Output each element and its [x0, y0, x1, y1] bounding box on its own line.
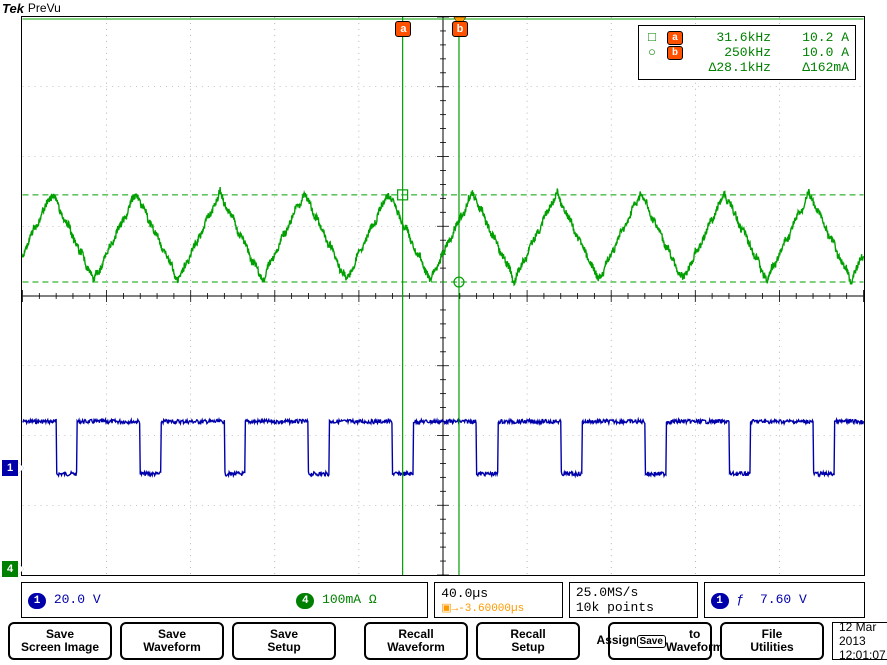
acquisition-box: 25.0MS/s 10k points — [569, 582, 698, 618]
cursor-readout-row-a: □ a 31.6kHz 10.2 A — [645, 30, 849, 45]
recall-setup-button[interactable]: RecallSetup — [476, 622, 580, 660]
cursor-b-icon: ○ — [645, 45, 659, 60]
trigger-delay: -3.60000µs — [458, 603, 524, 615]
trigger-level: 7.60 V — [760, 592, 807, 607]
save-screen-image-button[interactable]: SaveScreen Image — [8, 622, 112, 660]
cursor-readout-row-delta: Δ28.1kHz Δ162mA — [645, 60, 849, 75]
cursor-b-freq: 250kHz — [691, 45, 771, 60]
cursor-b-tag: b — [667, 46, 683, 60]
channel-scale-box: 1 20.0 V 4 100mA Ω — [21, 582, 428, 618]
save-waveform-button[interactable]: SaveWaveform — [120, 622, 224, 660]
save-setup-button[interactable]: SaveSetup — [232, 622, 336, 660]
cursor-a-badge[interactable]: a — [395, 21, 411, 37]
cursor-a-freq: 31.6kHz — [691, 30, 771, 45]
trigger-indicator-icon: ▣→ — [441, 603, 458, 615]
cursor-a-tag: a — [667, 31, 683, 45]
sample-rate: 25.0MS/s — [576, 585, 691, 600]
ch1-scale: 20.0 V — [54, 592, 101, 607]
top-bar: Tek PreVu — [0, 0, 887, 16]
time-scale: 40.0µs — [441, 586, 556, 601]
graticule — [22, 17, 864, 575]
trigger-source-chip: 1 — [711, 593, 729, 609]
waveform-display[interactable]: a b □ a 31.6kHz 10.2 A ○ b 250kHz 10.0 A… — [21, 16, 865, 576]
recall-waveform-button[interactable]: RecallWaveform — [364, 622, 468, 660]
cursor-a-amp: 10.2 A — [779, 30, 849, 45]
ch4-chip: 4 — [296, 593, 314, 609]
readout-strip: 1 20.0 V 4 100mA Ω 40.0µs ▣→-3.60000µs 2… — [21, 582, 865, 618]
cursor-readout-row-b: ○ b 250kHz 10.0 A — [645, 45, 849, 60]
acquisition-status: PreVu — [28, 1, 61, 15]
cursor-a-icon: □ — [645, 30, 659, 45]
date-text: 12 Mar 2013 — [839, 620, 886, 648]
cursor-b-badge[interactable]: b — [452, 21, 468, 37]
time-text: 12:01:07 — [839, 648, 886, 662]
cursor-b-amp: 10.0 A — [779, 45, 849, 60]
trigger-edge-icon: ƒ — [736, 592, 744, 607]
menu-strip: SaveScreen Image SaveWaveform SaveSetup … — [8, 622, 879, 660]
cursor-overlay — [22, 17, 864, 575]
cursor-delta-amp: Δ162mA — [779, 60, 849, 75]
record-length: 10k points — [576, 600, 691, 615]
waveforms — [22, 17, 864, 575]
ch4-scale: 100mA Ω — [322, 592, 377, 607]
channel-marker-4: 4 — [2, 561, 18, 577]
cursor-readout-box: □ a 31.6kHz 10.2 A ○ b 250kHz 10.0 A Δ28… — [638, 25, 856, 80]
datetime-box: 12 Mar 2013 12:01:07 — [832, 622, 887, 660]
file-utilities-button[interactable]: FileUtilities — [720, 622, 824, 660]
trigger-box: 1 ƒ 7.60 V — [704, 582, 865, 618]
timebase-box: 40.0µs ▣→-3.60000µs — [434, 582, 563, 618]
channel-marker-1: 1 — [2, 460, 18, 476]
cursor-delta-freq: Δ28.1kHz — [691, 60, 771, 75]
assign-save-button[interactable]: AssignSave toWaveform — [608, 622, 712, 660]
logo: Tek — [0, 1, 24, 16]
ch1-chip: 1 — [28, 593, 46, 609]
